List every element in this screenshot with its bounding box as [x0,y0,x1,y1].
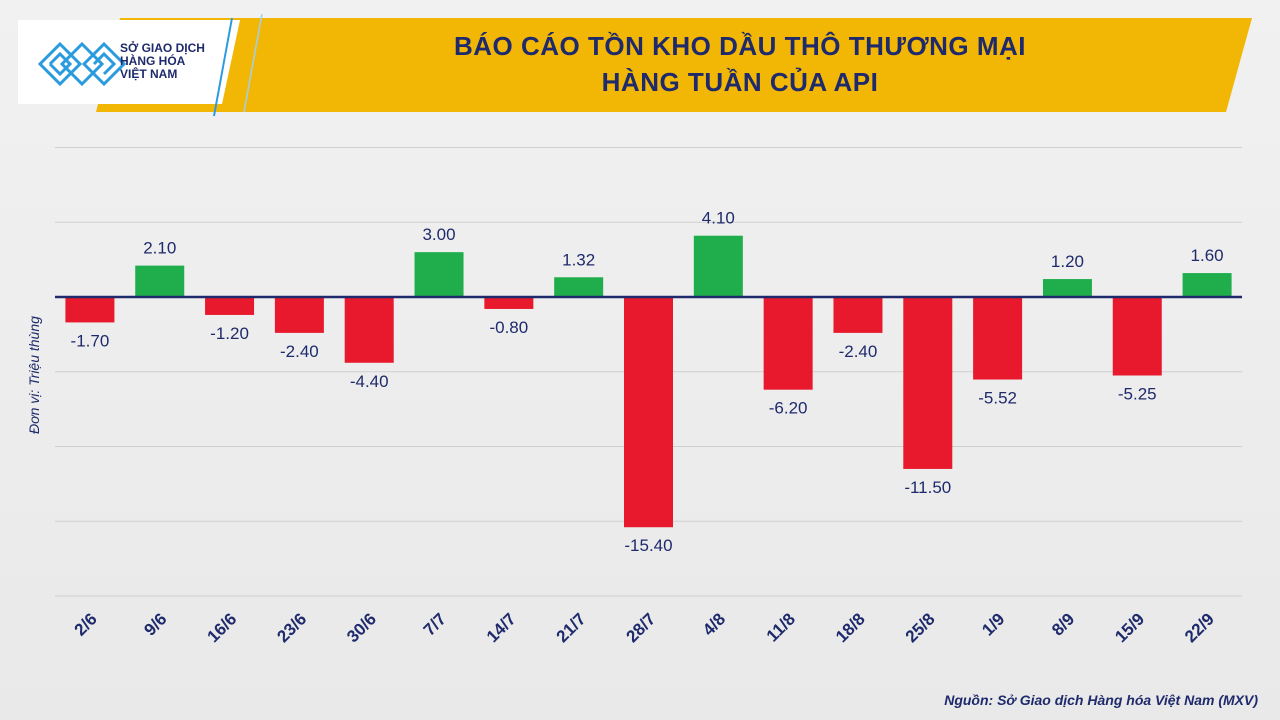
bar [903,297,953,469]
data-label: -15.40 [624,536,672,555]
data-label: 1.32 [562,250,595,269]
data-label: -11.50 [904,478,951,497]
x-tick-label: 9/6 [140,609,170,639]
bar [414,252,464,297]
bar [1042,279,1092,297]
x-tick-label: 4/8 [699,609,729,639]
data-label: 4.10 [702,209,735,228]
logo-divider [213,17,233,117]
bar [135,265,185,297]
logo-text: SỞ GIAO DỊCH HÀNG HÓA VIỆT NAM [120,42,230,81]
bar [274,297,324,333]
logo-background [18,20,240,104]
x-tick-label: 14/7 [483,609,520,646]
bar [973,297,1023,380]
bar [205,297,255,315]
x-tick-label: 30/6 [343,609,380,646]
x-tick-label: 15/9 [1111,609,1148,646]
chart-title-line2: HÀNG TUẦN CỦA API [601,67,879,97]
x-tick-label: 22/9 [1181,609,1218,646]
data-label: 2.10 [143,239,176,258]
bar [344,297,394,363]
chart-title: BÁO CÁO TỒN KHO DẦU THÔ THƯƠNG MẠI HÀNG … [260,28,1220,100]
data-label: -5.25 [1118,384,1157,403]
bar [624,297,673,528]
data-label: -4.40 [350,372,389,391]
logo-icon [37,41,127,87]
data-label: -5.52 [978,389,1017,408]
x-tick-label: 2/6 [71,609,101,639]
x-tick-label: 21/7 [553,609,590,646]
x-tick-label: 28/7 [622,609,659,646]
bar [1112,297,1162,376]
data-label: -1.70 [71,331,110,350]
bar [65,297,115,323]
logo-text-line3: VIỆT NAM [120,67,178,81]
logo-divider-light [243,13,263,113]
x-tick-label: 7/7 [420,609,450,639]
logo-text-line1: SỞ GIAO DỊCH [120,41,205,55]
x-tick-label: 8/9 [1048,609,1078,639]
banner-shape [96,18,1252,112]
logo-text-line2: HÀNG HÓA [120,54,186,68]
data-label: -2.40 [280,342,319,361]
bar [554,277,604,297]
data-label: -1.20 [210,324,249,343]
data-label: 1.20 [1051,252,1084,271]
bar [833,297,883,333]
bar [693,235,743,297]
data-label: 3.00 [422,225,455,244]
data-label: -0.80 [489,318,528,337]
chart-title-line1: BÁO CÁO TỒN KHO DẦU THÔ THƯƠNG MẠI [453,31,1027,61]
source-note: Nguồn: Sở Giao dịch Hàng hóa Việt Nam (M… [944,692,1258,708]
x-tick-label: 25/8 [902,609,939,646]
bar [763,297,813,390]
x-tick-label: 18/8 [832,609,869,646]
data-label: 1.60 [1191,246,1224,265]
bar [484,297,534,309]
title-banner [18,13,1252,117]
bar [1182,273,1232,297]
data-label: -2.40 [839,342,878,361]
x-tick-label: 11/8 [763,609,799,645]
data-label: -6.20 [769,399,808,418]
x-tick-label: 23/6 [273,609,310,646]
x-tick-label: 1/9 [978,609,1008,639]
x-tick-label: 16/6 [204,609,241,646]
